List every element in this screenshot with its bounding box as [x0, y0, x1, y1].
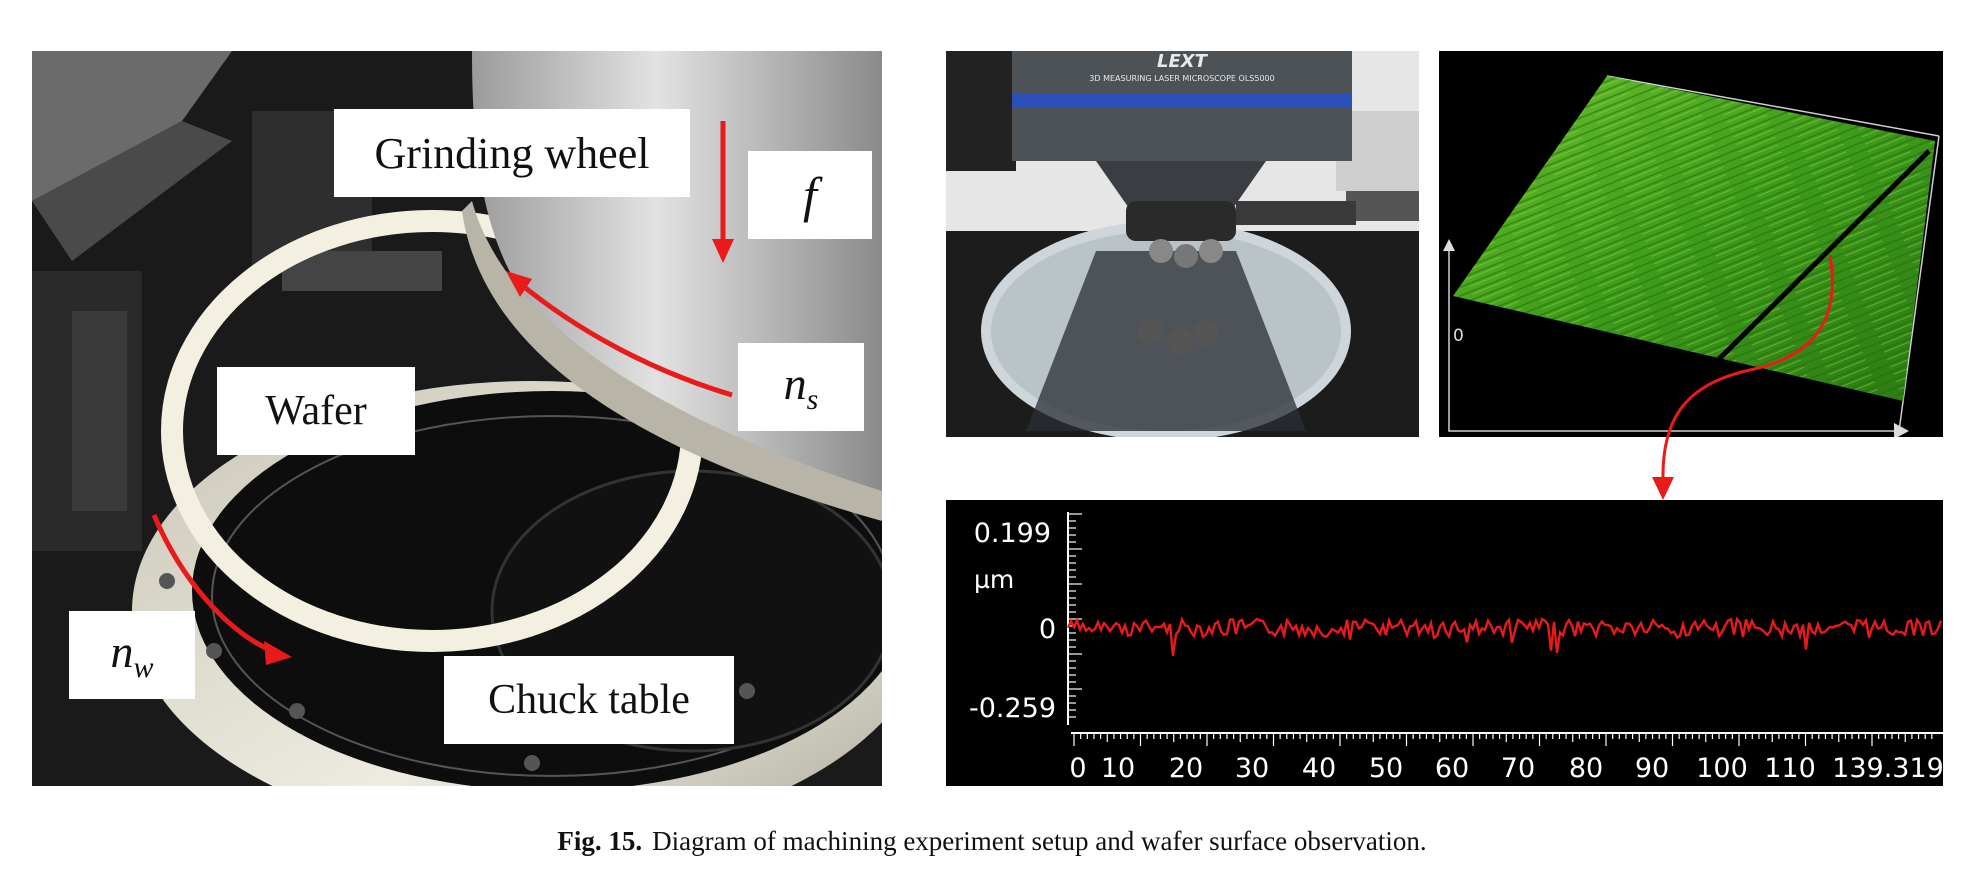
microscope-illustration: LEXT 3D MEASURING LASER MICROSCOPE OLS50…	[946, 51, 1419, 437]
surface-profile-chart: 0.199 µm 0 -0.259 0 10 20 30 40 50 60 70…	[946, 500, 1943, 786]
chuck-table-label: Chuck table	[444, 656, 734, 744]
grinding-wheel-label: Grinding wheel	[334, 109, 690, 197]
surface-3d-illustration: 0	[1439, 51, 1943, 437]
caption-text: Diagram of machining experiment setup an…	[652, 826, 1427, 856]
grinding-setup-photo: Grinding wheel f ns Wafer nw Chuck table	[32, 51, 882, 786]
y-unit: µm	[974, 565, 1014, 594]
x-tick: 90	[1635, 753, 1669, 784]
x-tick: 80	[1569, 753, 1603, 784]
x-tick: 20	[1169, 753, 1203, 784]
x-tick: 0	[1069, 753, 1086, 784]
x-tick: 139.319	[1832, 753, 1943, 784]
microscope-brand: LEXT	[1157, 51, 1209, 72]
microscope-model: 3D MEASURING LASER MICROSCOPE OLS5000	[1089, 74, 1274, 83]
spindle-speed-label: ns	[738, 343, 864, 431]
y-tick-min: -0.259	[969, 693, 1056, 724]
x-tick: 40	[1302, 753, 1336, 784]
surface-axis-zero: 0	[1453, 326, 1464, 346]
figure-caption: Fig. 15. Diagram of machining experiment …	[0, 826, 1984, 857]
x-tick: 70	[1501, 753, 1535, 784]
wafer-speed-label: nw	[69, 611, 195, 699]
x-tick: 60	[1435, 753, 1469, 784]
feed-label: f	[748, 151, 872, 239]
spindle-rotation-arrow	[506, 271, 733, 398]
wafer-label: Wafer	[217, 367, 415, 455]
x-tick: 10	[1101, 753, 1135, 784]
laser-microscope-photo: LEXT 3D MEASURING LASER MICROSCOPE OLS50…	[946, 51, 1419, 437]
feed-arrow	[712, 121, 734, 263]
y-tick-max: 0.199	[974, 518, 1051, 549]
profile-plot: 0.199 µm 0 -0.259 0 10 20 30 40 50 60 70…	[946, 500, 1943, 786]
profile-trace	[1066, 616, 1943, 656]
profile-connector-arrow	[1652, 255, 1834, 500]
y-tick-zero: 0	[1039, 614, 1056, 645]
caption-label: Fig. 15.	[557, 826, 643, 856]
x-tick: 30	[1235, 753, 1269, 784]
x-tick: 50	[1369, 753, 1403, 784]
x-tick: 110	[1764, 753, 1816, 784]
profile-line	[1707, 149, 1931, 371]
surface-3d-view: 0	[1439, 51, 1943, 437]
wafer-rotation-arrow	[151, 514, 292, 665]
x-tick: 100	[1696, 753, 1748, 784]
